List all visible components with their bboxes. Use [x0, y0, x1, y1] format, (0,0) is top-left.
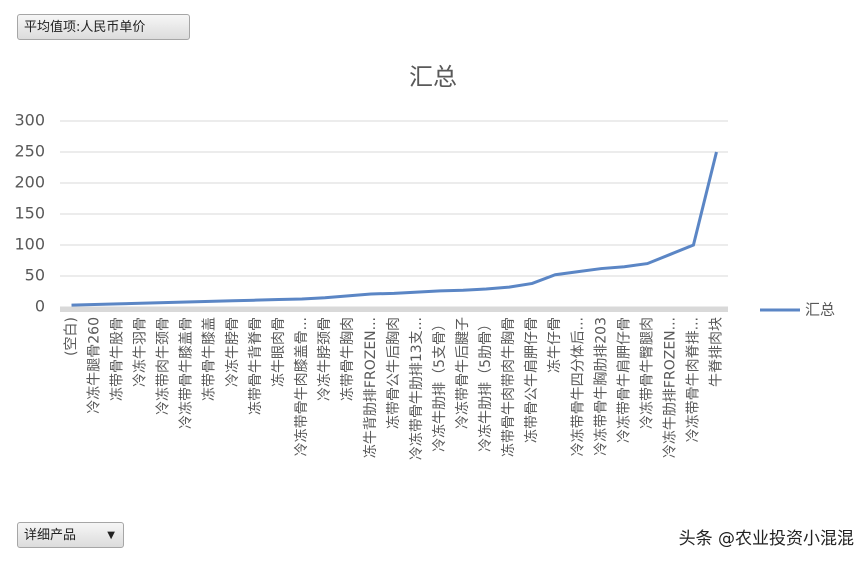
x-tick-label: 冷冻带骨牛膝盖骨 — [178, 317, 195, 429]
x-tick-label: 冻带骨公牛后胸肉 — [385, 317, 402, 429]
y-tick-label: 250 — [14, 142, 45, 161]
axis-field-label: 详细产品 — [24, 528, 77, 543]
chart-title: 汇总 — [409, 63, 457, 91]
x-tick-label: 冷冻带骨牛肉脊排... — [684, 317, 701, 442]
x-tick-label: 冷冻牛脖颈骨 — [316, 317, 333, 401]
x-tick-label: 冷冻带骨牛肉膝盖骨... — [293, 317, 310, 456]
x-tick-label: 冷冻带骨牛后腱子 — [454, 317, 471, 429]
dropdown-arrow: ▼ — [107, 530, 115, 541]
x-tick-label: 冷冻带骨牛肋排13支... — [408, 317, 425, 460]
legend-label: 汇总 — [805, 301, 835, 319]
x-axis-band — [60, 307, 728, 312]
x-tick-label: 冷冻牛腿骨260 — [86, 317, 103, 414]
y-tick-label: 50 — [25, 266, 45, 285]
x-tick-label: 冷冻带骨牛臀腿肉 — [638, 317, 655, 429]
y-tick-label: 0 — [35, 297, 45, 316]
x-tick-label: 冻带骨牛肉带肉牛胸骨 — [500, 317, 517, 457]
x-tick-label: 冷冻牛肋排FROZEN... — [661, 317, 678, 458]
x-tick-label: 牛脊排肉块 — [708, 317, 724, 387]
series-line — [71, 151, 718, 307]
x-tick-label: 冷冻牛肋排（5肋骨） — [477, 317, 494, 452]
x-tick-label: 冻带骨牛膝盖 — [201, 317, 218, 401]
x-tick-label: 冻牛眼肉骨 — [270, 317, 287, 387]
x-tick-label: 冻带骨公牛肩胛仔骨 — [523, 317, 540, 443]
x-tick-label: 冻牛仔骨 — [546, 317, 563, 373]
x-tick-label: 冷冻牛脖骨 — [224, 317, 241, 387]
x-tick-label: 冷冻带肉牛颈骨 — [155, 317, 172, 415]
y-tick-label: 150 — [14, 204, 45, 223]
x-tick-label: 冻带骨牛胸肉 — [339, 317, 356, 401]
value-field-button[interactable]: 平均值项:人民币单价 — [17, 14, 190, 40]
x-tick-label: 冻牛背肋排FROZEN... — [362, 317, 379, 458]
axis-field-button[interactable]: 详细产品 ▼ — [17, 522, 124, 548]
x-tick-label: 冷冻牛肋排（5支骨） — [431, 317, 448, 452]
x-tick-label: 冷冻带骨牛胸肋排203 — [592, 317, 609, 456]
x-tick-label: (空白) — [64, 317, 80, 356]
y-tick-label: 200 — [14, 173, 45, 192]
x-tick-label: 冻带骨牛背脊骨 — [247, 317, 264, 415]
watermark: 头条 @农业投资小混混 — [678, 529, 854, 549]
x-tick-label: 冷冻带骨牛肩胛仔骨 — [615, 317, 632, 443]
y-tick-label: 100 — [14, 235, 45, 254]
x-tick-label: 冷冻带骨牛四分体后... — [569, 317, 586, 456]
x-tick-label: 冷冻牛羽骨 — [132, 317, 149, 387]
x-tick-label: 冻带骨牛股骨 — [109, 317, 126, 401]
y-tick-label: 300 — [14, 111, 45, 130]
